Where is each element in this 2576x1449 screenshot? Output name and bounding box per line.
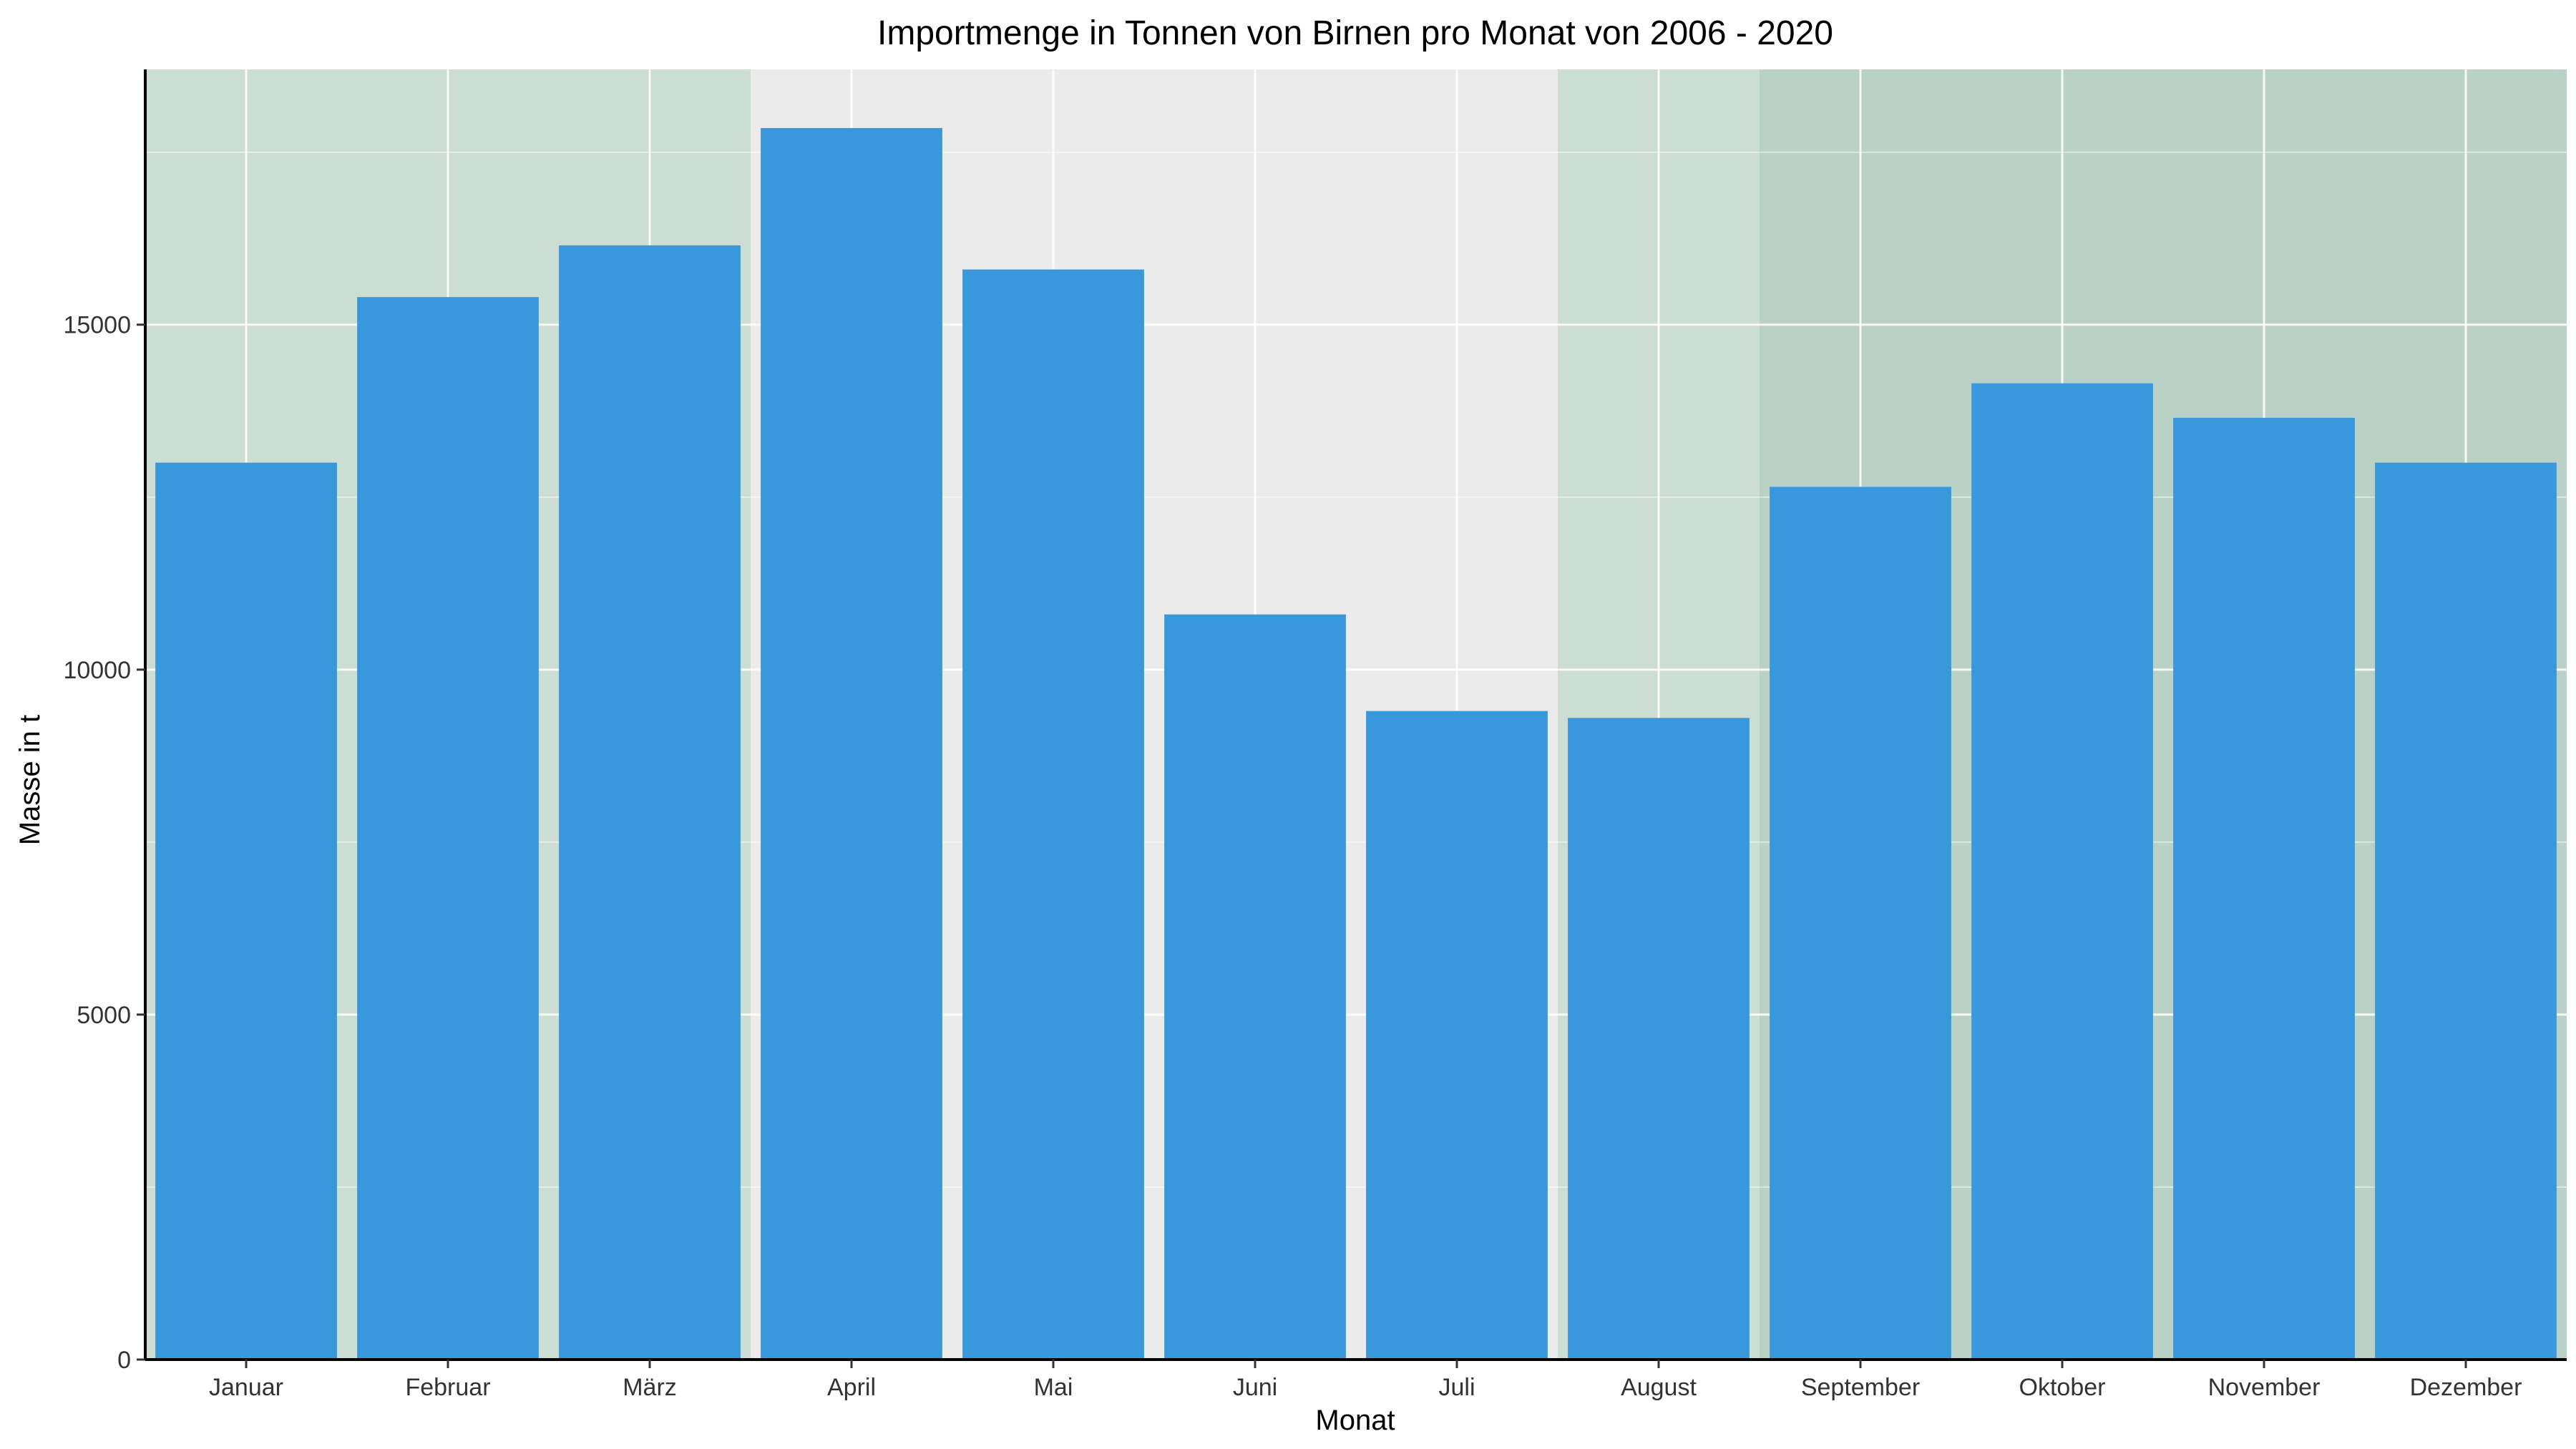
bar-juni (1164, 614, 1346, 1360)
bar-mai (962, 269, 1144, 1360)
bar-januar (155, 462, 337, 1360)
x-tick-label: Januar (209, 1374, 283, 1401)
bars (155, 127, 2557, 1360)
bar-oktober (1971, 383, 2153, 1360)
bar-august (1568, 718, 1750, 1360)
chart-title: Importmenge in Tonnen von Birnen pro Mon… (877, 14, 1833, 52)
x-tick-label: Oktober (2019, 1374, 2106, 1401)
x-tick-label: August (1621, 1374, 1697, 1401)
x-tick-label: Dezember (2410, 1374, 2522, 1401)
y-tick-label: 15000 (63, 312, 131, 339)
x-tick-label: Februar (405, 1374, 490, 1401)
bar-september (1770, 487, 1951, 1360)
x-tick-label: September (1801, 1374, 1920, 1401)
bar-juli (1366, 711, 1548, 1360)
bar-februar (357, 297, 539, 1360)
x-tick-labels: Januar Februar März April Mai Juni Juli August S… (209, 1360, 2522, 1401)
bar-märz (559, 245, 741, 1360)
x-tick-label: November (2208, 1374, 2321, 1401)
x-axis-title: Monat (1315, 1405, 1395, 1436)
y-tick-label: 5000 (77, 1002, 131, 1029)
x-tick-label: Juli (1438, 1374, 1475, 1401)
x-tick-label: März (623, 1374, 677, 1401)
y-tick-label: 0 (117, 1347, 131, 1374)
axes (144, 69, 2567, 1361)
x-tick-label: April (827, 1374, 876, 1401)
y-axis-title: Masse in t (14, 715, 46, 845)
x-tick-label: Juni (1233, 1374, 1277, 1401)
x-tick-label: Mai (1034, 1374, 1073, 1401)
bar-dezember (2375, 462, 2557, 1360)
bar-april (761, 127, 942, 1360)
y-tick-labels: 0 5000 10000 15000 (63, 312, 145, 1374)
bar-november (2173, 417, 2355, 1360)
y-tick-label: 10000 (63, 657, 131, 684)
